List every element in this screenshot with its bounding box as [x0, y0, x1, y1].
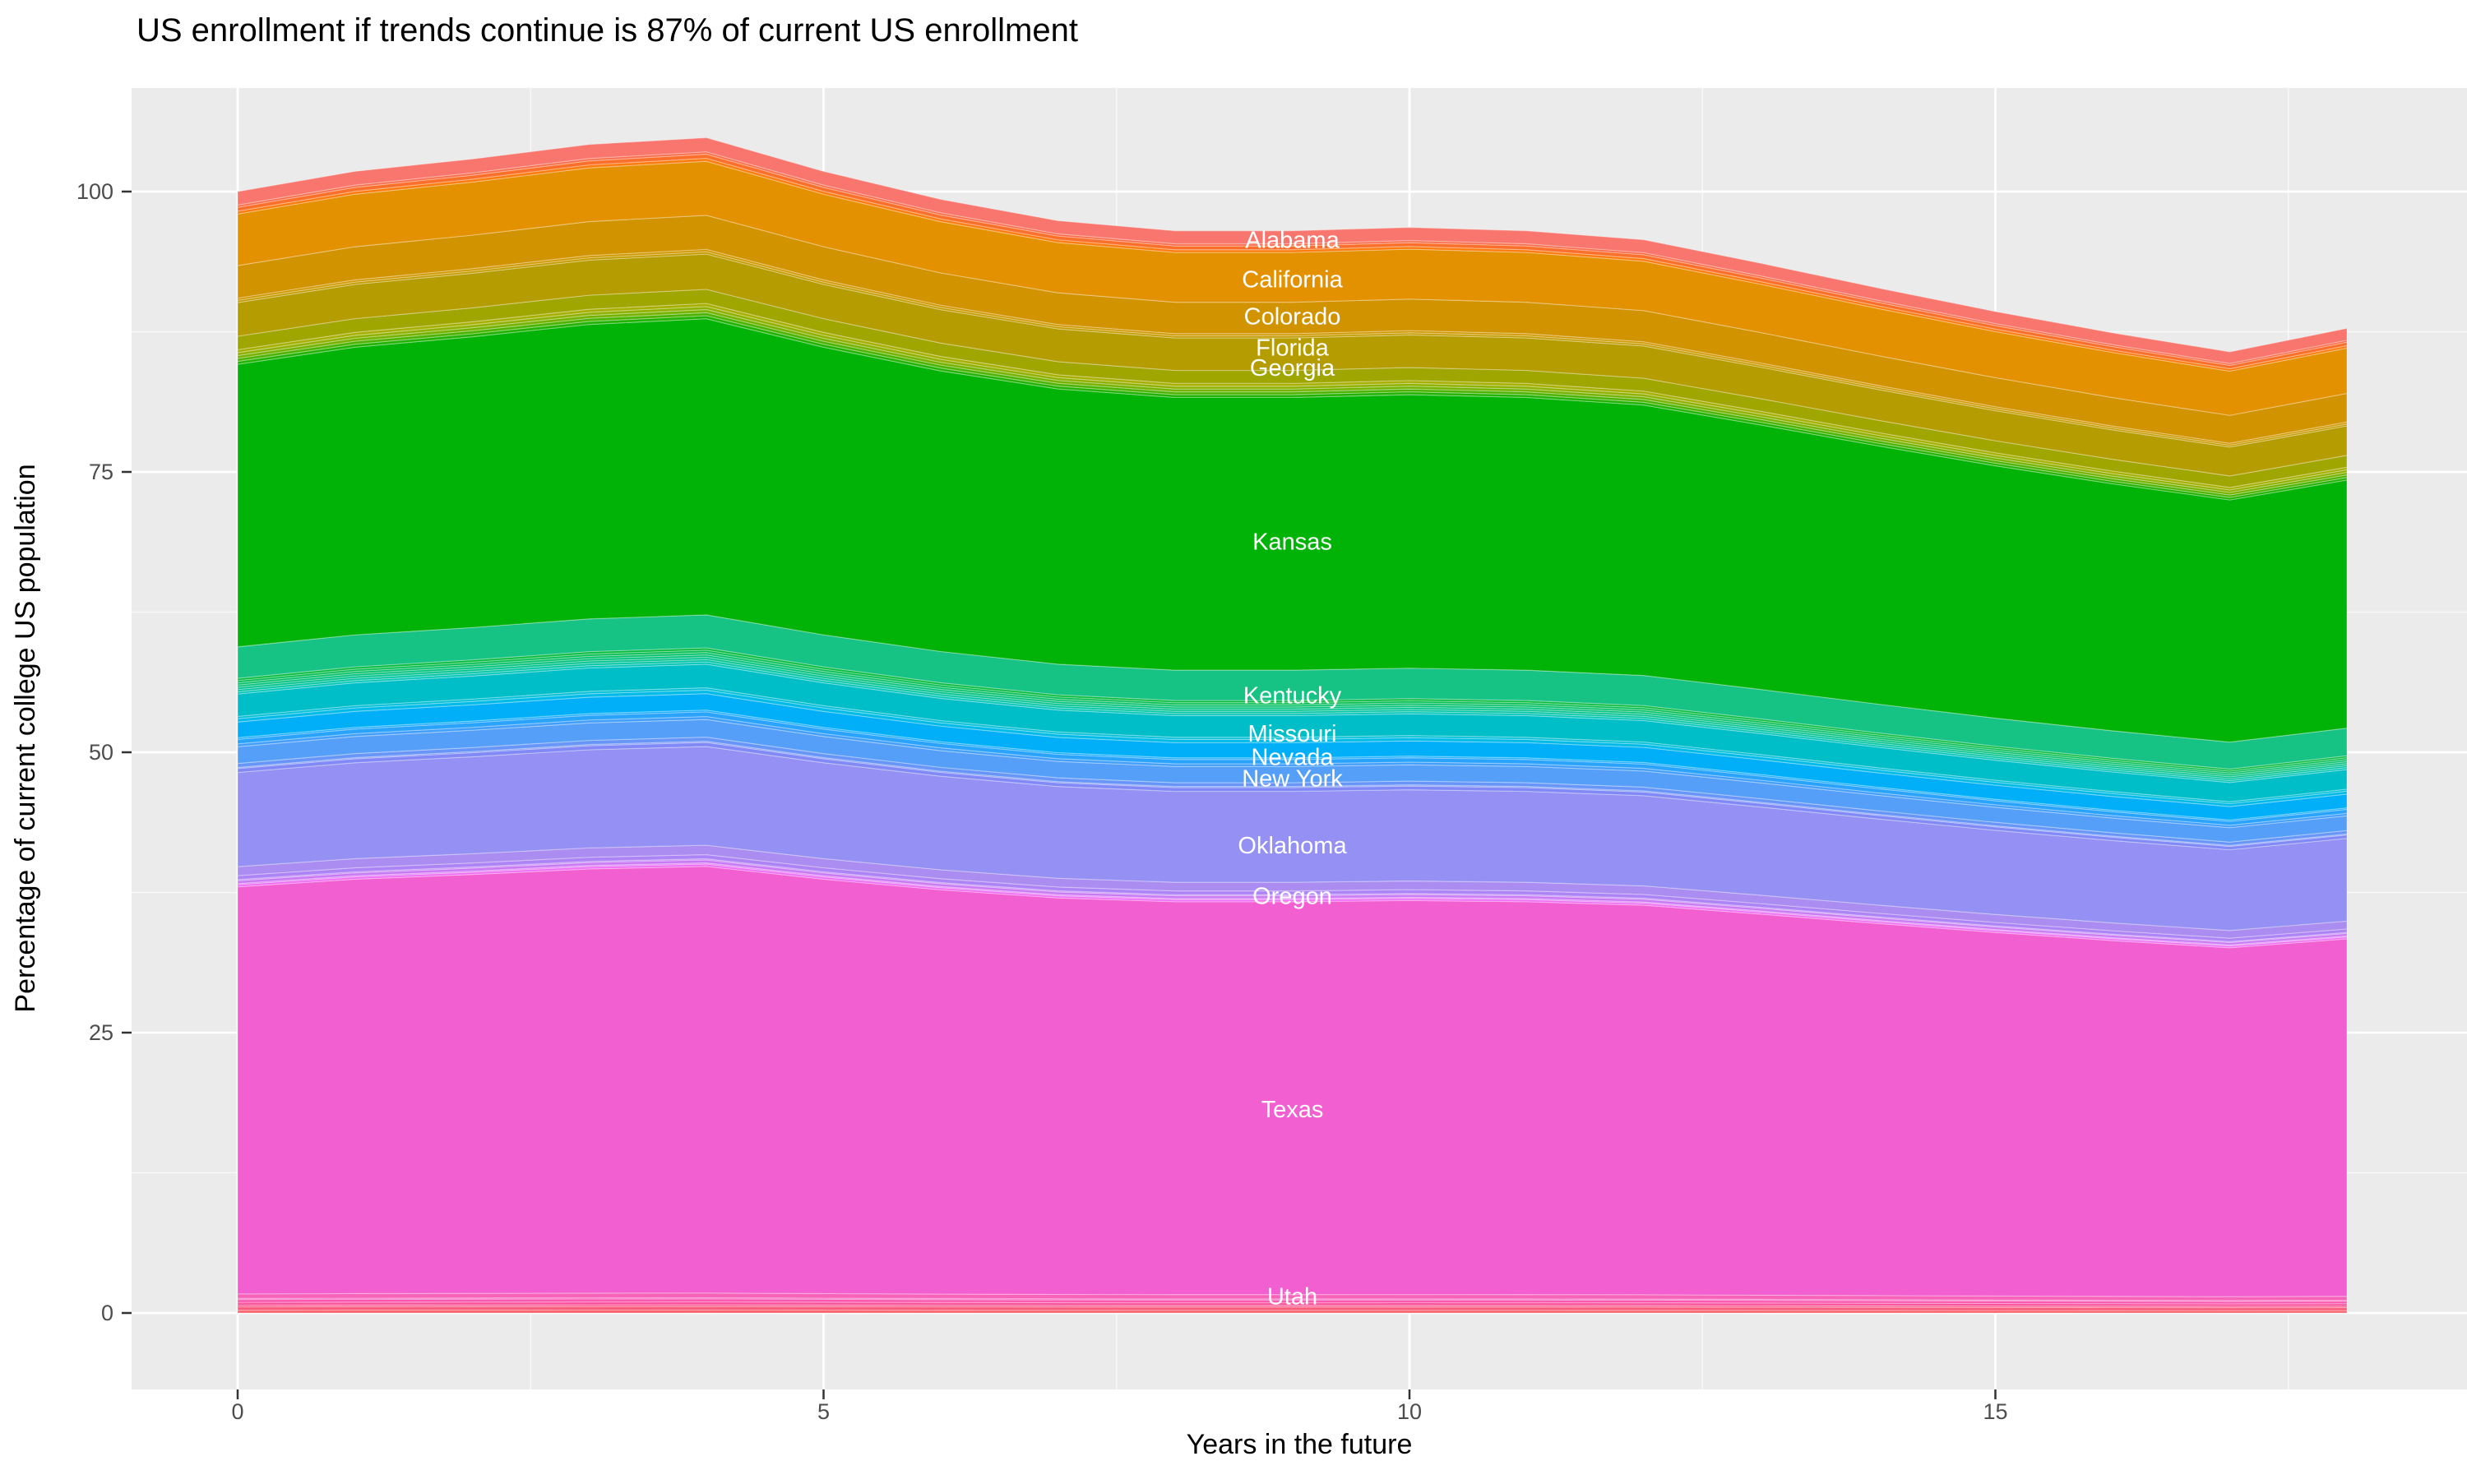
chart-title: US enrollment if trends continue is 87% … — [137, 12, 1078, 49]
area-connecticut — [237, 248, 2348, 446]
area-north-carolina — [237, 736, 2348, 846]
y-tick-label: 50 — [89, 740, 113, 765]
area-new-jersey — [237, 711, 2348, 826]
area-south-carolina — [237, 859, 2348, 945]
x-tick-label: 5 — [817, 1399, 830, 1424]
y-tick-label: 100 — [76, 179, 113, 204]
area-mississippi — [237, 661, 2348, 784]
area-tennessee — [237, 863, 2348, 949]
area-oklahoma — [237, 746, 2348, 932]
state-label-oregon: Oregon — [1252, 884, 1332, 910]
state-label-nevada: Nevada — [1252, 744, 1335, 770]
area-new-mexico — [237, 715, 2348, 829]
state-label-alabama: Alabama — [1245, 228, 1340, 254]
area-ohio — [237, 742, 2348, 851]
x-axis-title: Years in the future — [1187, 1429, 1413, 1460]
x-tick-label: 0 — [231, 1399, 243, 1424]
axis-tick-marks — [122, 190, 1997, 1399]
area-illinois — [237, 308, 2348, 496]
area-alabama — [237, 136, 2348, 364]
area-oregon — [237, 844, 2348, 939]
x-tick-label: 10 — [1397, 1399, 1422, 1424]
y-tick-label: 0 — [101, 1301, 113, 1325]
state-label-missouri: Missouri — [1248, 721, 1337, 747]
state-label-colorado: Colorado — [1244, 303, 1341, 330]
stacked-areas — [237, 136, 2348, 1314]
x-tick-label: 15 — [1983, 1399, 2007, 1424]
area-hawaii — [237, 303, 2348, 491]
axis-tick-labels: 0 5 10 15 0 25 50 75 100 — [76, 179, 2008, 1424]
state-label-florida: Florida — [1256, 335, 1330, 362]
area-maryland — [237, 652, 2348, 775]
area-massachusetts — [237, 654, 2348, 778]
state-label-oklahoma: Oklahoma — [1238, 833, 1347, 859]
area-california — [237, 160, 2348, 416]
area-new-york — [237, 719, 2348, 843]
area-minnesota — [237, 659, 2348, 782]
y-axis-title: Percentage of current college US populat… — [10, 464, 41, 1012]
state-label-utah: Utah — [1267, 1284, 1317, 1311]
area-delaware — [237, 251, 2348, 448]
state-label-kentucky: Kentucky — [1243, 682, 1342, 709]
area-kentucky — [237, 614, 2348, 770]
area-virginia — [237, 1298, 2348, 1305]
area-maine — [237, 650, 2348, 774]
area-nevada — [237, 693, 2348, 821]
area-florida — [237, 253, 2348, 477]
state-label-kansas: Kansas — [1252, 529, 1332, 556]
area-west-virginia — [237, 1304, 2348, 1309]
state-label-texas: Texas — [1261, 1097, 1324, 1123]
y-tick-label: 75 — [89, 460, 113, 484]
state-label-georgia: Georgia — [1250, 355, 1335, 381]
area-montana — [237, 687, 2348, 805]
area-michigan — [237, 656, 2348, 779]
state-label-california: California — [1242, 266, 1343, 293]
area-texas — [237, 866, 2348, 1297]
state-label-new-york: New York — [1242, 765, 1343, 792]
y-tick-label: 25 — [89, 1020, 113, 1045]
area-kansas — [237, 318, 2348, 743]
